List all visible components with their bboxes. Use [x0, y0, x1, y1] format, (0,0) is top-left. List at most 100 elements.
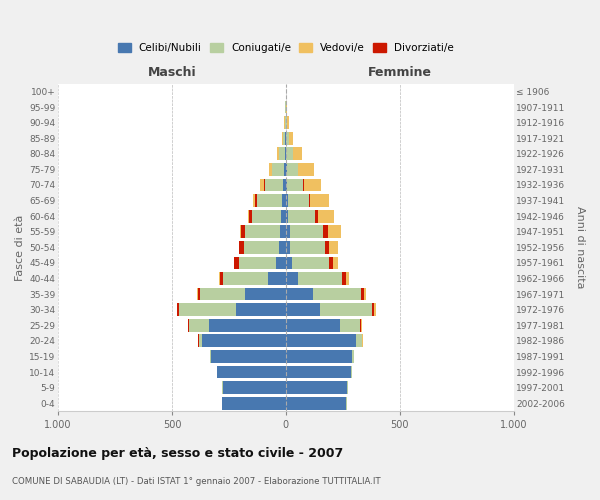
Bar — [197, 288, 200, 300]
Bar — [179, 304, 236, 316]
Bar — [304, 178, 322, 192]
Bar — [309, 194, 310, 207]
Bar — [280, 241, 286, 254]
Bar — [278, 148, 285, 160]
Bar — [260, 178, 263, 192]
Bar — [340, 319, 360, 332]
Bar — [286, 210, 288, 222]
Bar — [239, 256, 276, 270]
Text: Femmine: Femmine — [368, 66, 431, 79]
Bar — [277, 148, 278, 160]
Bar — [286, 116, 287, 129]
Bar — [223, 381, 286, 394]
Bar — [329, 241, 338, 254]
Bar — [280, 226, 286, 238]
Bar — [286, 163, 287, 176]
Bar — [222, 397, 286, 409]
Bar — [286, 304, 320, 316]
Bar — [223, 272, 268, 285]
Bar — [329, 256, 333, 270]
Bar — [202, 334, 286, 347]
Bar — [323, 226, 328, 238]
Bar — [346, 272, 349, 285]
Bar — [245, 226, 280, 238]
Bar — [316, 210, 318, 222]
Bar — [288, 210, 316, 222]
Bar — [268, 272, 286, 285]
Legend: Celibi/Nubili, Coniugati/e, Vedovi/e, Divorziati/e: Celibi/Nubili, Coniugati/e, Vedovi/e, Di… — [118, 43, 454, 54]
Bar — [236, 304, 286, 316]
Bar — [310, 194, 329, 207]
Bar — [245, 288, 286, 300]
Bar — [361, 319, 362, 332]
Bar — [272, 163, 284, 176]
Bar — [286, 226, 290, 238]
Bar — [209, 319, 286, 332]
Bar — [220, 272, 223, 285]
Bar — [252, 210, 281, 222]
Bar — [286, 241, 290, 254]
Bar — [313, 288, 361, 300]
Bar — [199, 334, 202, 347]
Bar — [293, 148, 302, 160]
Bar — [210, 350, 211, 363]
Bar — [286, 272, 298, 285]
Bar — [189, 319, 209, 332]
Bar — [265, 178, 283, 192]
Y-axis label: Fasce di età: Fasce di età — [15, 214, 25, 280]
Bar — [269, 163, 272, 176]
Bar — [188, 319, 189, 332]
Bar — [364, 288, 365, 300]
Bar — [290, 226, 323, 238]
Y-axis label: Anni di nascita: Anni di nascita — [575, 206, 585, 288]
Bar — [286, 178, 287, 192]
Bar — [325, 241, 329, 254]
Bar — [263, 178, 265, 192]
Bar — [200, 288, 245, 300]
Bar — [235, 256, 239, 270]
Bar — [211, 350, 286, 363]
Bar — [287, 163, 298, 176]
Bar — [328, 226, 341, 238]
Bar — [234, 256, 235, 270]
Bar — [286, 381, 347, 394]
Bar — [282, 194, 286, 207]
Bar — [361, 288, 364, 300]
Bar — [287, 194, 309, 207]
Bar — [298, 272, 343, 285]
Bar — [290, 241, 325, 254]
Bar — [285, 148, 286, 160]
Bar — [285, 116, 286, 129]
Bar — [356, 334, 362, 347]
Bar — [281, 210, 286, 222]
Bar — [276, 256, 286, 270]
Bar — [283, 178, 286, 192]
Bar — [286, 350, 352, 363]
Bar — [241, 226, 245, 238]
Bar — [286, 334, 356, 347]
Bar — [286, 366, 352, 378]
Bar — [303, 178, 304, 192]
Bar — [287, 116, 289, 129]
Bar — [286, 194, 287, 207]
Bar — [244, 241, 280, 254]
Bar — [318, 210, 334, 222]
Bar — [286, 319, 340, 332]
Bar — [249, 210, 252, 222]
Bar — [239, 241, 244, 254]
Text: Maschi: Maschi — [148, 66, 196, 79]
Bar — [282, 132, 283, 144]
Bar — [255, 194, 257, 207]
Bar — [177, 304, 179, 316]
Bar — [217, 366, 286, 378]
Bar — [257, 194, 282, 207]
Bar — [286, 100, 287, 114]
Bar — [374, 304, 376, 316]
Bar — [360, 319, 361, 332]
Bar — [298, 163, 314, 176]
Bar — [343, 272, 346, 285]
Text: COMUNE DI SABAUDIA (LT) - Dati ISTAT 1° gennaio 2007 - Elaborazione TUTTITALIA.I: COMUNE DI SABAUDIA (LT) - Dati ISTAT 1° … — [12, 477, 380, 486]
Bar — [286, 397, 346, 409]
Bar — [283, 132, 286, 144]
Bar — [287, 178, 303, 192]
